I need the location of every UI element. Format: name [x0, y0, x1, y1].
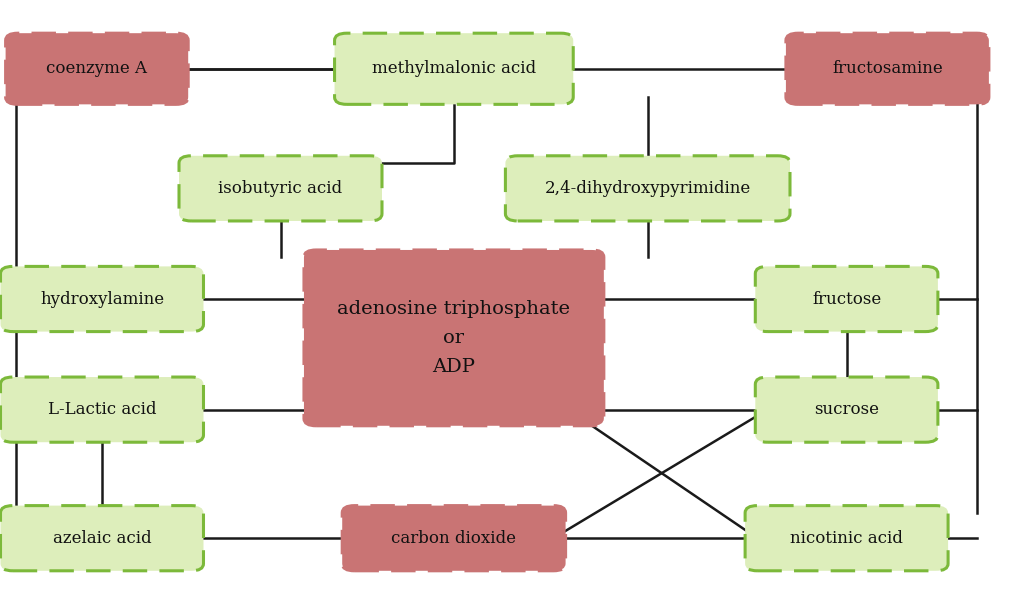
Text: azelaic acid: azelaic acid: [53, 530, 151, 547]
Text: L-Lactic acid: L-Lactic acid: [48, 401, 156, 418]
FancyBboxPatch shape: [342, 505, 565, 570]
FancyBboxPatch shape: [1, 505, 203, 570]
FancyBboxPatch shape: [1, 267, 203, 331]
FancyBboxPatch shape: [179, 155, 382, 221]
Text: fructose: fructose: [811, 291, 880, 307]
FancyBboxPatch shape: [304, 250, 603, 426]
FancyBboxPatch shape: [334, 33, 573, 104]
Text: hydroxylamine: hydroxylamine: [40, 291, 164, 307]
Text: sucrose: sucrose: [813, 401, 878, 418]
Text: fructosamine: fructosamine: [832, 60, 942, 77]
FancyBboxPatch shape: [6, 33, 187, 104]
FancyBboxPatch shape: [505, 155, 790, 221]
Text: isobutyric acid: isobutyric acid: [218, 180, 342, 197]
FancyBboxPatch shape: [754, 377, 937, 443]
Text: coenzyme A: coenzyme A: [46, 60, 148, 77]
Text: 2,4-dihydroxypyrimidine: 2,4-dihydroxypyrimidine: [544, 180, 750, 197]
Text: nicotinic acid: nicotinic acid: [790, 530, 902, 547]
FancyBboxPatch shape: [785, 33, 987, 104]
Text: methylmalonic acid: methylmalonic acid: [372, 60, 535, 77]
FancyBboxPatch shape: [754, 267, 937, 331]
FancyBboxPatch shape: [744, 505, 948, 570]
Text: carbon dioxide: carbon dioxide: [391, 530, 516, 547]
Text: adenosine triphosphate
or
ADP: adenosine triphosphate or ADP: [337, 300, 570, 376]
FancyBboxPatch shape: [1, 377, 203, 443]
